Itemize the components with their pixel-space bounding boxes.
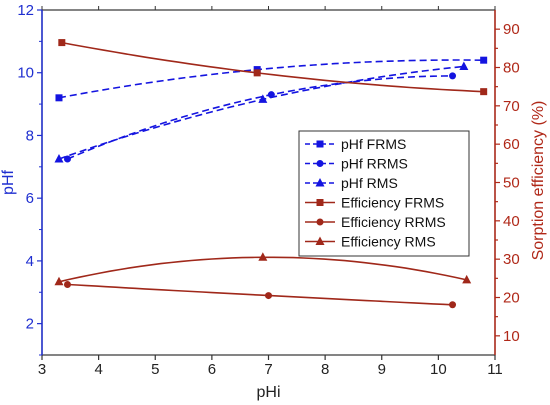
y-left-tick-label: 4 xyxy=(26,253,34,270)
y-left-tick-label: 8 xyxy=(26,127,34,144)
x-tick-label: 6 xyxy=(208,361,216,378)
data-point-efficiency-frms xyxy=(480,88,488,96)
series-line-phf-frms xyxy=(58,59,484,99)
data-point-phf-rrms xyxy=(267,91,275,99)
legend-swatch-marker xyxy=(315,236,325,245)
x-tick-label: 10 xyxy=(430,361,447,378)
data-point-efficiency-rms xyxy=(54,276,64,286)
legend-swatch-marker xyxy=(316,199,324,206)
data-point-phf-frms xyxy=(55,94,63,102)
y-right-tick-label: 40 xyxy=(503,213,520,230)
y-right-tick-label: 90 xyxy=(503,21,520,38)
y-right-tick-label: 10 xyxy=(503,328,520,345)
x-tick-label: 7 xyxy=(264,361,272,378)
legend-entry-efficiency-frms: Efficiency FRMS xyxy=(341,195,444,211)
x-tick-label: 11 xyxy=(487,361,503,378)
y-right-tick-label: 60 xyxy=(503,136,520,153)
legend-swatch-marker xyxy=(315,178,325,187)
data-point-phf-rrms xyxy=(449,72,457,80)
series-line-efficiency-rms xyxy=(58,256,467,283)
y-right-tick-label: 30 xyxy=(503,251,520,268)
y-left-tick-label: 12 xyxy=(17,2,34,19)
x-axis-label: pHi xyxy=(256,384,280,401)
x-tick-label: 4 xyxy=(94,361,102,378)
data-point-phf-rrms xyxy=(63,155,71,163)
y-left-tick-label: 10 xyxy=(17,65,34,82)
series-line-efficiency-rrms xyxy=(67,283,453,306)
y-left-tick-label: 6 xyxy=(26,190,34,207)
data-point-phf-frms xyxy=(480,56,488,64)
y-left-tick-label: 2 xyxy=(26,316,34,333)
legend-entry-efficiency-rrms: Efficiency RRMS xyxy=(341,214,446,230)
y-left-axis-label: pHf xyxy=(0,170,17,195)
data-point-efficiency-rrms xyxy=(265,292,272,300)
y-right-tick-label: 50 xyxy=(503,175,520,192)
legend-entry-efficiency-rms: Efficiency RMS xyxy=(341,234,436,250)
x-tick-label: 3 xyxy=(38,361,46,378)
legend-entry-phf-rrms: pHf RRMS xyxy=(341,156,408,172)
y-right-axis-label: Sorption efficiency (%) xyxy=(530,101,547,261)
y-right-tick-label: 70 xyxy=(503,98,520,115)
data-point-phf-rms xyxy=(459,61,469,70)
legend-entry-phf-frms: pHf FRMS xyxy=(341,136,406,152)
data-point-phf-rms xyxy=(258,94,268,103)
data-point-efficiency-frms xyxy=(58,39,66,47)
data-point-efficiency-rms xyxy=(258,252,268,261)
x-tick-label: 9 xyxy=(378,361,386,378)
legend-swatch-marker xyxy=(316,218,324,226)
y-right-tick-label: 80 xyxy=(503,60,520,77)
series-line-efficiency-frms xyxy=(61,41,484,93)
data-point-phf-rms xyxy=(54,153,64,163)
data-point-efficiency-frms xyxy=(253,69,261,77)
legend-swatch-marker xyxy=(316,140,324,148)
y-right-tick-label: 20 xyxy=(503,290,520,307)
series-line-phf-rrms xyxy=(67,75,453,160)
data-point-efficiency-rms xyxy=(462,274,472,284)
x-tick-label: 5 xyxy=(151,361,159,378)
legend-swatch-marker xyxy=(316,160,324,167)
legend-box xyxy=(298,130,470,257)
data-point-efficiency-rrms xyxy=(449,301,457,309)
data-point-efficiency-rrms xyxy=(63,280,71,288)
legend-entry-phf-rms: pHf RMS xyxy=(341,175,398,191)
x-tick-label: 8 xyxy=(321,361,329,378)
